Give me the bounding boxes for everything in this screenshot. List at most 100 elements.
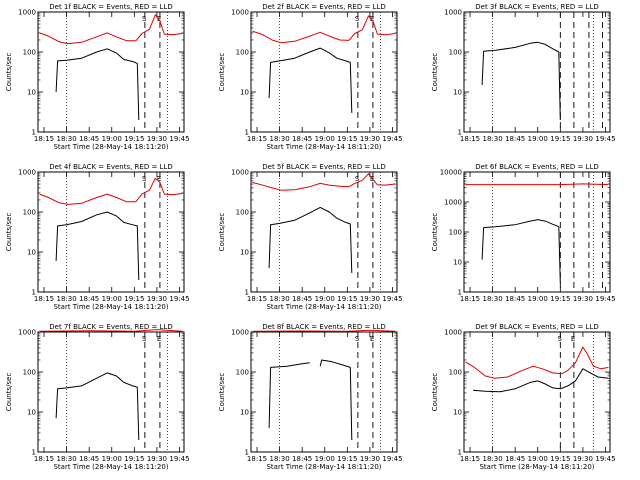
series-line-events [55, 48, 140, 121]
x-tick-label: 19:15 [550, 295, 570, 303]
interval-marker-label: E [571, 335, 575, 343]
y-tick-label: 10 [27, 89, 36, 97]
panel-2: Det 2f BLACK = Events, RED = LLD Counts/s… [218, 3, 403, 151]
y-tick-label: 1000 [444, 329, 462, 337]
x-tick-label: 19:30 [147, 295, 167, 303]
plot-frame [463, 171, 611, 293]
x-tick-label: 18:45 [505, 295, 525, 303]
y-tick-label: 100 [236, 369, 249, 377]
panel-7: Det 7f BLACK = Events, RED = LLD Counts/s… [5, 323, 190, 471]
interval-marker-label: E [157, 15, 161, 23]
x-tick-label: 19:30 [147, 455, 167, 463]
series-line-lld [39, 329, 183, 332]
y-tick-label: 1 [245, 129, 249, 137]
series-line-events [55, 372, 140, 441]
y-tick-label: 10000 [440, 169, 462, 177]
y-axis-label: Counts/sec [218, 53, 226, 92]
x-tick-label: 19:15 [337, 455, 357, 463]
x-tick-label: 19:45 [382, 295, 402, 303]
series-line-lld [252, 329, 396, 332]
x-tick-label: 18:30 [270, 135, 290, 143]
y-tick-label: 1 [32, 129, 36, 137]
y-tick-label: 1000 [18, 9, 36, 17]
y-axis-label: Counts/sec [218, 213, 226, 252]
x-tick-label: 18:30 [270, 295, 290, 303]
y-tick-label: 10 [453, 259, 462, 267]
x-tick-label: 18:15 [460, 295, 480, 303]
plot-frame [37, 11, 185, 133]
panel-6: Det 6f BLACK = Events, RED = LLD Counts/s… [431, 163, 616, 303]
x-tick-label: 18:15 [460, 135, 480, 143]
x-tick-label: 19:45 [382, 455, 402, 463]
y-axis-label: Counts/sec [5, 373, 13, 412]
x-tick-label: 19:30 [360, 455, 380, 463]
plot-frame [37, 331, 185, 453]
y-tick-label: 100 [236, 209, 249, 217]
x-tick-label: 19:00 [528, 135, 548, 143]
y-tick-label: 1 [458, 449, 462, 457]
x-tick-label: 19:00 [315, 295, 335, 303]
y-tick-label: 100 [23, 369, 36, 377]
x-tick-label: 18:45 [505, 455, 525, 463]
x-tick-label: 19:15 [337, 135, 357, 143]
x-tick-label: 18:45 [292, 295, 312, 303]
panel-9: Det 9f BLACK = Events, RED = LLD Counts/s… [431, 323, 616, 471]
y-axis-label: Counts/sec [5, 213, 13, 252]
x-tick-label: 18:30 [57, 295, 77, 303]
series-line-lld [252, 173, 396, 191]
panel-title: Det 4f BLACK = Events, RED = LLD [49, 163, 172, 171]
y-tick-label: 100 [449, 49, 462, 57]
x-tick-label: 19:15 [124, 135, 144, 143]
y-tick-label: 100 [23, 49, 36, 57]
y-tick-label: 10 [240, 409, 249, 417]
x-tick-label: 18:45 [292, 455, 312, 463]
series-line-events [472, 368, 609, 393]
panel-title: Det 5f BLACK = Events, RED = LLD [262, 163, 385, 171]
plot-frame [463, 331, 611, 453]
x-tick-label: 18:30 [57, 135, 77, 143]
x-tick-label: 19:30 [573, 295, 593, 303]
series-line-events [268, 206, 353, 273]
x-tick-label: 18:15 [247, 295, 267, 303]
y-tick-label: 100 [449, 229, 462, 237]
series-line-events [481, 41, 561, 121]
interval-marker-label: S [355, 175, 360, 183]
y-tick-label: 100 [236, 49, 249, 57]
y-tick-label: 10 [453, 89, 462, 97]
x-tick-label: 19:15 [550, 135, 570, 143]
panel-title: Det 6f BLACK = Events, RED = LLD [475, 163, 598, 171]
series-line-events [481, 219, 561, 284]
x-tick-label: 18:45 [505, 135, 525, 143]
x-tick-label: 19:30 [360, 135, 380, 143]
x-tick-label: 19:15 [337, 295, 357, 303]
y-tick-label: 1 [245, 449, 249, 457]
y-axis-label: Counts/sec [218, 373, 226, 412]
series-line-events [268, 359, 353, 441]
series-line-lld [39, 14, 183, 45]
interval-marker-label: S [557, 335, 562, 343]
panel-title: Det 2f BLACK = Events, RED = LLD [262, 3, 385, 11]
interval-marker-label: E [370, 335, 374, 343]
x-tick-label: 18:30 [483, 135, 503, 143]
interval-marker-label: S [142, 15, 147, 23]
x-tick-label: 18:30 [483, 295, 503, 303]
y-tick-label: 10 [240, 89, 249, 97]
x-tick-label: 18:15 [460, 455, 480, 463]
y-tick-label: 10 [27, 409, 36, 417]
x-tick-label: 19:30 [573, 135, 593, 143]
x-tick-label: 19:30 [147, 135, 167, 143]
panel-5: Det 5f BLACK = Events, RED = LLD Counts/s… [218, 163, 403, 311]
x-tick-label: 18:15 [34, 295, 54, 303]
x-tick-label: 18:45 [79, 135, 99, 143]
y-axis-label: Counts/sec [431, 53, 439, 92]
panel-4: Det 4f BLACK = Events, RED = LLD Counts/s… [5, 163, 190, 311]
interval-marker-label: E [157, 175, 161, 183]
x-tick-label: 18:15 [247, 455, 267, 463]
y-axis-label: Counts/sec [5, 53, 13, 92]
y-tick-label: 10 [453, 409, 462, 417]
panel-title: Det 8f BLACK = Events, RED = LLD [262, 323, 385, 331]
panel-title: Det 7f BLACK = Events, RED = LLD [49, 323, 172, 331]
x-axis-label: Start Time (28-May-14 18:11:20) [266, 143, 381, 151]
y-tick-label: 1 [458, 289, 462, 297]
x-axis-label: Start Time (28-May-14 18:11:20) [479, 463, 594, 471]
